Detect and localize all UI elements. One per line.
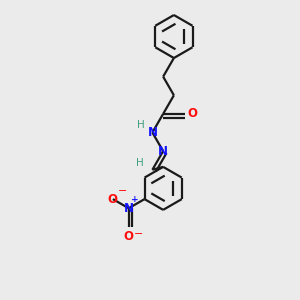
- Text: N: N: [147, 126, 158, 139]
- Text: O: O: [108, 193, 118, 206]
- Text: +: +: [131, 195, 139, 204]
- Text: O: O: [188, 107, 198, 120]
- Text: O: O: [124, 230, 134, 243]
- Text: N: N: [124, 202, 134, 215]
- Text: N: N: [158, 145, 168, 158]
- Text: H: H: [136, 158, 143, 168]
- Text: H: H: [137, 120, 144, 130]
- Text: −: −: [134, 229, 143, 239]
- Text: −: −: [118, 185, 127, 196]
